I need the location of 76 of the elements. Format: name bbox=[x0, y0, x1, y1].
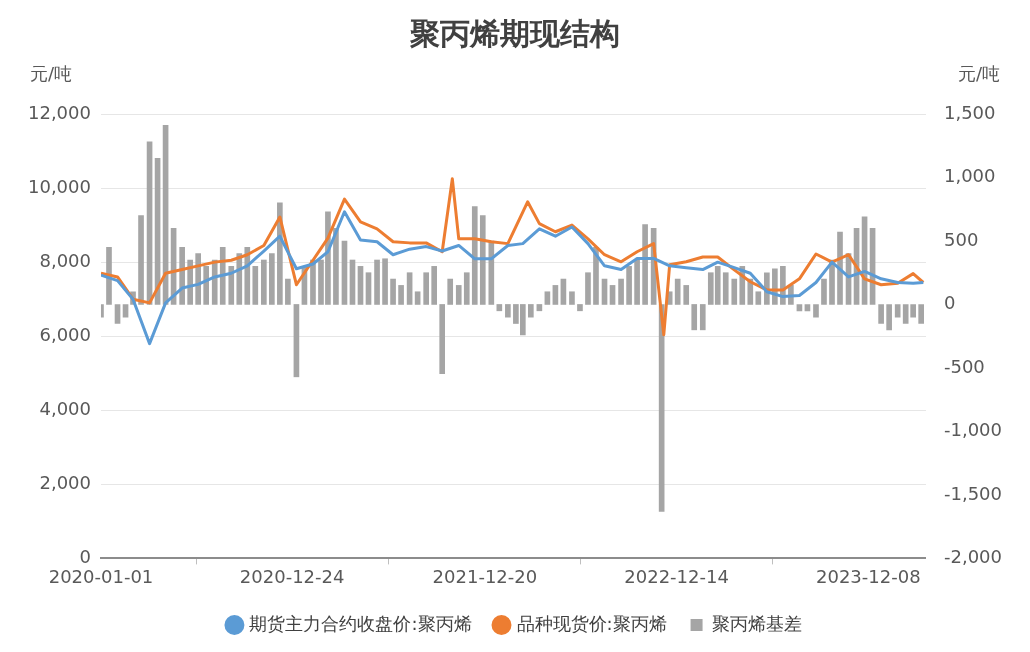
bar bbox=[821, 278, 827, 305]
bar bbox=[626, 266, 632, 305]
bar bbox=[471, 206, 478, 305]
bar bbox=[463, 272, 470, 305]
bar bbox=[285, 278, 291, 305]
bar bbox=[618, 278, 624, 305]
bar bbox=[878, 304, 884, 324]
y2-tick-label: 1,000 bbox=[943, 165, 996, 187]
y-tick-label: 4,000 bbox=[39, 397, 91, 419]
bar bbox=[447, 278, 454, 305]
bar bbox=[634, 259, 640, 305]
y2-tick-label: 1,500 bbox=[943, 101, 996, 123]
bar bbox=[106, 246, 112, 305]
legend-label: 期货主力合约收盘价:聚丙烯 bbox=[249, 612, 472, 634]
bar bbox=[382, 258, 388, 305]
bar bbox=[261, 259, 267, 305]
bar bbox=[569, 291, 575, 305]
bar bbox=[406, 272, 413, 305]
y-tick-label: 8,000 bbox=[39, 249, 91, 271]
legend-label: 聚丙烯基差 bbox=[711, 612, 802, 634]
bar bbox=[496, 304, 503, 312]
y-tick-label: 2,000 bbox=[39, 472, 91, 494]
bar bbox=[455, 285, 462, 305]
chart-title: 聚丙烯期现结构 bbox=[409, 15, 620, 51]
bar bbox=[585, 272, 591, 305]
bar bbox=[837, 231, 843, 305]
y-tick-label: 0 bbox=[79, 546, 91, 568]
y-tick-label: 6,000 bbox=[39, 323, 91, 345]
bar bbox=[431, 266, 438, 305]
x-tick-label: 2020-12-24 bbox=[239, 565, 345, 587]
bar bbox=[390, 278, 396, 305]
y2-tick-label: 500 bbox=[943, 228, 979, 250]
bar bbox=[488, 240, 495, 305]
y2-tick-label: -500 bbox=[943, 355, 985, 377]
bar bbox=[333, 227, 339, 305]
legend-label: 品种现货价:聚丙烯 bbox=[516, 612, 667, 634]
bar bbox=[374, 259, 380, 305]
bar bbox=[699, 304, 706, 331]
y2-tick-label: -2,000 bbox=[943, 546, 1003, 568]
bar bbox=[683, 285, 690, 305]
bar bbox=[479, 215, 486, 305]
bar bbox=[252, 266, 259, 305]
bar bbox=[138, 215, 144, 305]
bar bbox=[228, 266, 235, 305]
bar bbox=[722, 272, 729, 305]
bar bbox=[365, 272, 372, 305]
bar bbox=[813, 304, 819, 318]
x-tick-label: 2020-01-01 bbox=[48, 565, 154, 587]
bar bbox=[423, 272, 429, 305]
x-tick-label: 2021-12-20 bbox=[432, 565, 538, 587]
bar bbox=[505, 304, 511, 318]
bar bbox=[544, 291, 551, 305]
bar bbox=[577, 304, 583, 312]
bar bbox=[674, 278, 681, 305]
y2-tick-label: 0 bbox=[943, 292, 956, 314]
bar bbox=[528, 304, 534, 318]
bar bbox=[642, 224, 648, 305]
bar bbox=[203, 266, 210, 305]
y2-tick-label: -1,000 bbox=[943, 419, 1003, 441]
y-tick-label: 12,000 bbox=[28, 101, 91, 123]
bar bbox=[731, 278, 738, 305]
bar bbox=[691, 304, 698, 331]
x-tick-label: 2023-12-08 bbox=[816, 565, 921, 587]
y-axis-title: 元/吨 bbox=[30, 62, 73, 84]
bar bbox=[414, 291, 421, 305]
bar bbox=[918, 304, 924, 324]
bar bbox=[886, 304, 892, 331]
bar bbox=[269, 253, 275, 305]
y2-tick-label: -1,500 bbox=[943, 482, 1003, 504]
x-tick-label: 2022-12-14 bbox=[624, 565, 729, 587]
bar bbox=[894, 304, 901, 318]
bar bbox=[755, 291, 762, 305]
bar bbox=[398, 285, 404, 305]
bar bbox=[439, 304, 446, 374]
y2-axis-title: 元/吨 bbox=[957, 62, 1000, 84]
y-tick-label: 10,000 bbox=[28, 175, 91, 197]
